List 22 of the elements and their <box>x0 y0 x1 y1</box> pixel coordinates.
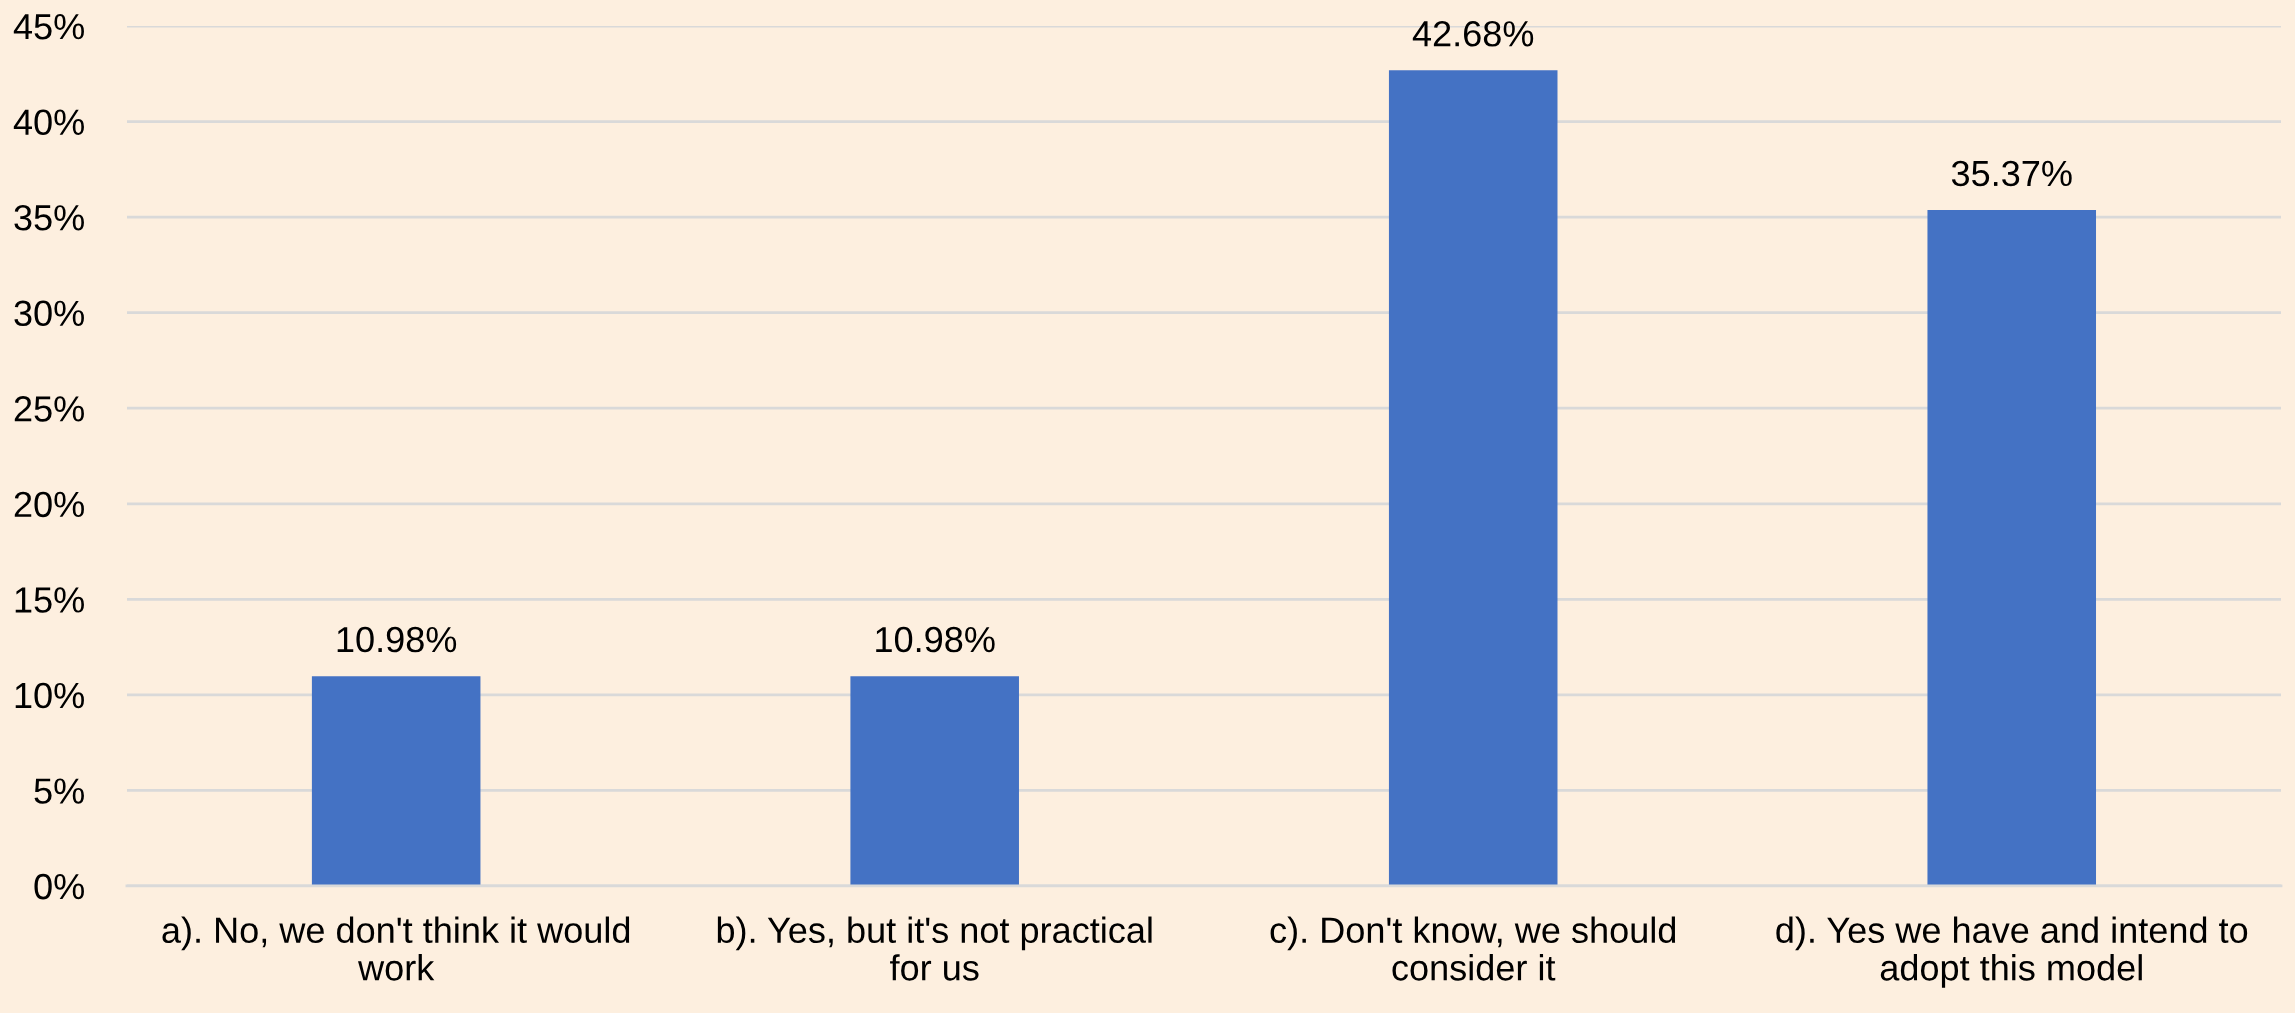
y-tick-label: 35% <box>14 205 84 231</box>
data-label: 35.37% <box>1951 160 2072 187</box>
bar <box>850 676 1019 886</box>
y-tick-label: 40% <box>13 109 84 136</box>
y-tick-label: 10% <box>15 682 84 709</box>
x-tick-label: b). Yes, but it's not practical for us <box>717 916 1152 981</box>
x-tick-label: c). Don't know, we should consider it <box>1270 916 1676 981</box>
y-tick-label: 20% <box>14 491 84 518</box>
y-tick-label: 45% <box>13 14 84 40</box>
y-tick-label: 25% <box>14 396 84 422</box>
data-label: 42.68% <box>1412 20 1534 47</box>
y-tick-label: 5% <box>34 778 84 804</box>
data-label: 10.98% <box>337 626 457 653</box>
bar <box>311 676 481 886</box>
y-tick-label: 0% <box>34 873 84 900</box>
x-tick-label: d). Yes we have and intend to adopt this model <box>1776 916 2248 988</box>
y-tick-label: 30% <box>14 300 84 327</box>
y-tick-label: 15% <box>15 587 84 613</box>
data-label: 10.98% <box>876 626 995 653</box>
x-tick-label: a). No, we don't think it would work <box>162 916 630 981</box>
bar <box>1388 70 1558 886</box>
bar <box>1927 210 2097 886</box>
